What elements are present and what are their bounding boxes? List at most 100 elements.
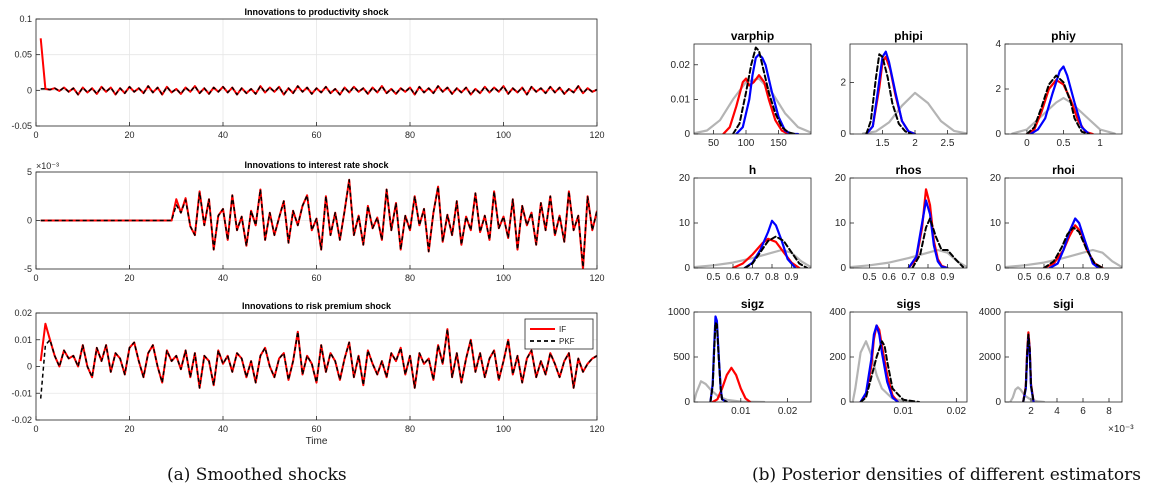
x-tick-label: 8 [1106, 406, 1112, 417]
chart-title: phiy [1051, 29, 1076, 43]
series-line-pkf [39, 328, 597, 399]
x-tick-label: 2 [912, 138, 918, 149]
x-tick-label: 0.8 [921, 272, 935, 283]
density-curve [711, 366, 752, 402]
x-tick-label: 0.6 [726, 272, 740, 283]
chart-title: Innovations to productivity shock [244, 7, 389, 17]
density-curve [865, 50, 917, 134]
x-tick-label: 20 [124, 130, 134, 140]
y-tick-label: 0.05 [14, 50, 32, 60]
y-tick-label: 0 [995, 263, 1001, 274]
x-tick-label: 100 [738, 138, 755, 149]
series-group [1005, 217, 1122, 268]
y-tick-label: 10 [679, 218, 691, 229]
x-tick-label: 60 [311, 130, 321, 140]
caption-left: (a) Smoothed shocks [167, 465, 347, 485]
y-tick-label: 20 [679, 173, 691, 184]
x-tick-label: 0.6 [882, 272, 896, 283]
series-group [39, 322, 597, 399]
x-tick-label: 0.5 [707, 272, 721, 283]
chart-title: sigi [1053, 297, 1074, 311]
series-group [1009, 331, 1046, 402]
y-tick-label: 0 [684, 129, 690, 140]
y-tick-label: 2 [840, 78, 846, 89]
legend-label-if: IF [559, 325, 566, 334]
y-tick-label: -0.01 [11, 388, 32, 398]
x-tick-label: 120 [589, 424, 604, 434]
y-tick-label: 1000 [668, 307, 691, 318]
x-tick-label: 120 [589, 130, 604, 140]
x-tick-label: 0.7 [902, 272, 916, 283]
x-tick-label: 0 [33, 424, 38, 434]
x-tick-label: 0.01 [731, 406, 751, 417]
exponent-label: ×10⁻³ [1108, 424, 1134, 435]
x-tick-label: 100 [496, 273, 511, 283]
chart-panel [849, 177, 968, 269]
axes-frame [693, 43, 812, 135]
chart-panel [849, 43, 968, 135]
chart-title: sigz [741, 297, 764, 311]
y-tick-label: 2000 [979, 352, 1002, 363]
density-curve [722, 74, 790, 134]
y-tick-label: 0 [840, 263, 846, 274]
x-tick-label: 80 [405, 130, 415, 140]
chart-panel [849, 311, 968, 403]
x-tick-label: 60 [311, 273, 321, 283]
x-tick-label: 6 [1080, 406, 1086, 417]
chart-title: rhos [895, 163, 921, 177]
y-tick-label: 500 [673, 352, 690, 363]
y-tick-label: 2 [995, 84, 1001, 95]
y-tick-label: 0 [995, 129, 1001, 140]
y-tick-label: 400 [829, 307, 846, 318]
x-tick-label: 20 [124, 273, 134, 283]
density-curve [907, 199, 949, 268]
density-curve [694, 380, 766, 402]
y-tick-label: 0 [684, 263, 690, 274]
y-tick-label: 10 [990, 218, 1002, 229]
x-tick-label: 80 [405, 273, 415, 283]
density-curve [1005, 248, 1122, 268]
chart-panel [35, 18, 598, 127]
chart-panel [35, 171, 598, 270]
x-tick-label: 0.5 [1018, 272, 1032, 283]
y-tick-label: -5 [24, 264, 32, 274]
x-tick-label: 0.01 [893, 406, 913, 417]
chart-title: phipi [894, 29, 923, 43]
y-tick-label: 0 [840, 397, 846, 408]
x-tick-label: 40 [218, 130, 228, 140]
y-tick-label: 0.02 [14, 308, 32, 318]
x-tick-label: 50 [708, 138, 720, 149]
x-tick-label: 1.5 [876, 138, 890, 149]
legend-label-pkf: PKF [559, 337, 575, 346]
legend-box [524, 318, 594, 350]
x-tick-label: 20 [124, 424, 134, 434]
chart-title: varphip [731, 29, 774, 43]
x-tick-label: 0.8 [1076, 272, 1090, 283]
plot-area [1005, 44, 1122, 134]
series-group [851, 324, 921, 402]
y-tick-label: -0.02 [11, 415, 32, 425]
x-tick-label: 40 [218, 424, 228, 434]
chart-panel [693, 311, 812, 403]
chart-panel [35, 312, 598, 421]
x-tick-label: 0.5 [863, 272, 877, 283]
y-tick-label: 0.01 [671, 94, 691, 105]
x-tick-label: 0 [33, 130, 38, 140]
x-tick-label: 0.9 [1096, 272, 1110, 283]
y-tick-label: 0 [27, 362, 32, 372]
y-tick-label: 0 [840, 129, 846, 140]
x-tick-label: 100 [496, 424, 511, 434]
x-tick-label: 2 [1028, 406, 1034, 417]
x-tick-label: 0.6 [1037, 272, 1051, 283]
y-tick-label: 5 [27, 167, 32, 177]
y-tick-label: 4 [995, 39, 1001, 50]
y-tick-label: 0 [27, 85, 32, 95]
density-curve [694, 248, 811, 268]
density-curve [709, 321, 728, 402]
y-tick-label: 10 [835, 218, 847, 229]
density-curve [732, 46, 796, 134]
series-group [694, 315, 766, 402]
series-group [39, 38, 597, 96]
x-tick-label: 0.5 [1057, 138, 1071, 149]
